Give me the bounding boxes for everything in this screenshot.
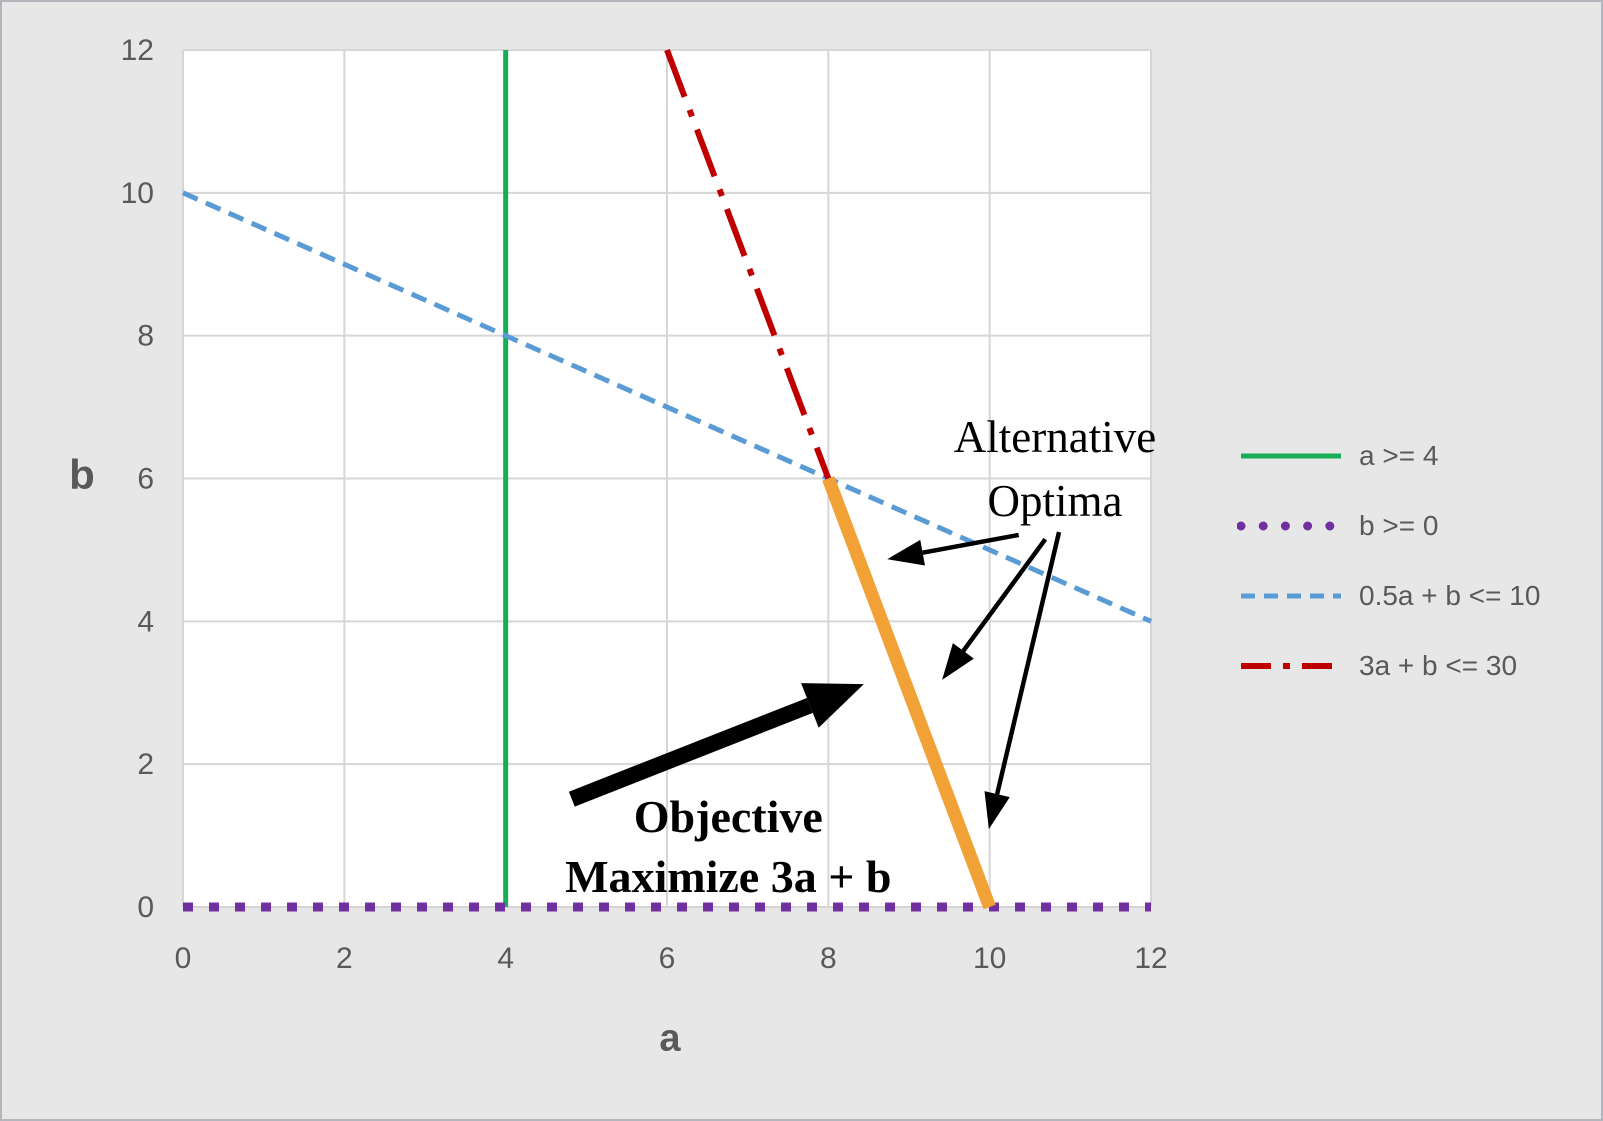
- annotation-alt-line2: Optima: [987, 476, 1123, 527]
- legend-swatch-purple-dotted: [1237, 521, 1345, 531]
- legend-item-b-ge-0: b >= 0: [1237, 491, 1540, 561]
- annotation-objective: Objective Maximize 3a + b: [565, 787, 891, 907]
- y-tick-label-12: 12: [121, 34, 154, 67]
- legend-label: 3a + b <= 30: [1359, 650, 1518, 681]
- legend: a >= 4 b >= 0 0.5a + b <= 10 3a + b <= 3…: [1237, 421, 1540, 701]
- objective-arrow-head: [801, 683, 864, 728]
- pointer-arrow-0-head: [887, 539, 925, 566]
- x-tick-label-10: 10: [973, 942, 1006, 975]
- annotation-alt-line1: Alternative: [953, 412, 1157, 463]
- series-3a-plus-b-le-30: [664, 48, 832, 480]
- legend-swatch-blue-dashed: [1241, 593, 1341, 599]
- y-tick-label-8: 8: [137, 320, 154, 353]
- legend-swatch-green-solid: [1241, 453, 1341, 459]
- x-tick-label-2: 2: [336, 942, 353, 975]
- y-axis-title: b: [69, 451, 95, 498]
- x-tick-label-12: 12: [1134, 942, 1167, 975]
- x-tick-label-0: 0: [175, 942, 192, 975]
- legend-label: b >= 0: [1359, 510, 1439, 541]
- legend-item-halfa-b-le-10: 0.5a + b <= 10: [1237, 561, 1540, 631]
- series-half-a-plus-b-le-10: [181, 190, 1153, 624]
- pointer-arrow-0-shaft: [922, 532, 1020, 555]
- y-tick-label-6: 6: [137, 463, 154, 496]
- y-tick-label-10: 10: [121, 177, 154, 210]
- annotation-alternative-optima: Alternative Optima: [954, 405, 1156, 533]
- pointer-arrow-2-shaft: [994, 531, 1062, 795]
- annotation-objective-line2: Maximize 3a + b: [565, 851, 892, 902]
- objective-arrow-shaft: [568, 697, 813, 807]
- legend-swatch-red-dashdot: [1241, 663, 1341, 669]
- x-tick-label-6: 6: [659, 942, 676, 975]
- series-alternative-optima-segment: [822, 476, 996, 910]
- y-tick-label-4: 4: [137, 605, 154, 638]
- x-tick-label-4: 4: [497, 942, 514, 975]
- pointer-arrow-1-shaft: [961, 537, 1048, 653]
- legend-item-3a-b-le-30: 3a + b <= 30: [1237, 631, 1540, 701]
- y-tick-label-0: 0: [137, 891, 154, 924]
- legend-label: 0.5a + b <= 10: [1359, 580, 1541, 611]
- y-tick-label-2: 2: [137, 748, 154, 781]
- annotation-objective-line1: Objective: [633, 791, 823, 842]
- x-tick-label-8: 8: [820, 942, 837, 975]
- x-axis-title: a: [659, 1017, 681, 1060]
- pointer-arrow-2-head: [984, 791, 1010, 830]
- legend-item-a-ge-4: a >= 4: [1237, 421, 1540, 491]
- pointer-arrow-1-head: [942, 643, 974, 680]
- legend-label: a >= 4: [1359, 440, 1439, 471]
